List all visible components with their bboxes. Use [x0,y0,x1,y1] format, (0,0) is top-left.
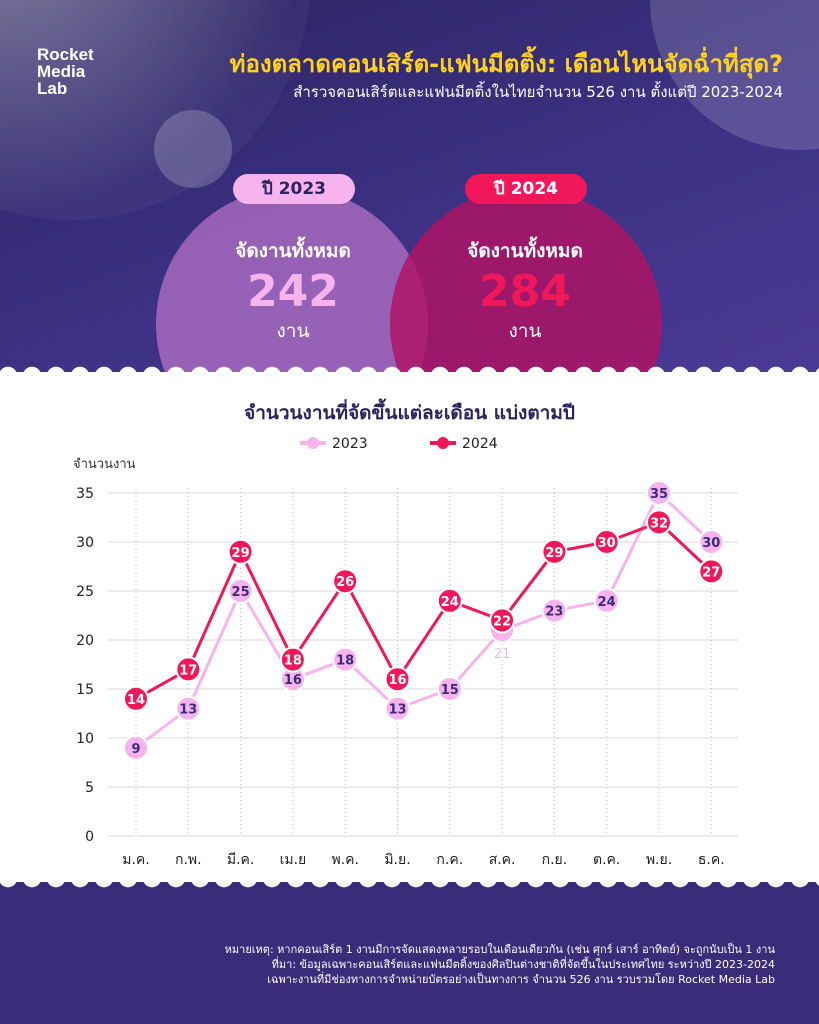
y-tick-label: 25 [76,584,94,600]
data-label-2023: 30 [702,536,720,551]
point-2023-ก.พ. [175,695,202,722]
legend-marker-2024 [437,437,449,449]
point-2023-ก.ค. [436,676,463,702]
y-tick-label: 5 [85,780,94,796]
point-2023-ธ.ค. [698,529,725,555]
series-line-2023 [135,491,713,750]
data-label-2023: 16 [284,673,302,688]
data-label-2024: 24 [441,595,459,610]
data-label-2024: 26 [336,575,354,590]
y-tick-label: 20 [76,633,94,649]
x-tick-label: ก.พ. [175,852,202,868]
point-2023-ม.ค. [123,734,149,761]
point-2024-พ.ย. [646,509,672,536]
point-2024-ธ.ค. [698,558,725,585]
point-2023-มิ.ย. [384,695,411,722]
total-unit-2023: งาน [276,320,310,342]
data-label-2023: 25 [232,585,250,600]
y-tick-label: 15 [76,682,94,698]
x-tick-label: ม.ค. [122,852,150,868]
y-tick-label: 0 [85,829,94,845]
legend-marker-2023 [307,437,319,449]
y-tick-label: 35 [76,486,94,502]
point-2024-มี.ค. [227,538,254,565]
point-2024-ส.ค. [489,607,516,634]
legend-label-2023: 2023 [332,436,368,452]
point-2023-มี.ค. [227,578,254,604]
data-label-2024: 16 [388,673,406,688]
point-2023-พ.ย. [646,480,672,506]
decorative-circle [154,110,232,188]
x-tick-label: พ.ค. [331,852,359,868]
point-2024-ม.ค. [123,685,149,712]
point-2024-มิ.ย. [384,666,411,693]
data-label-2023: 24 [598,595,616,610]
data-label-2023: 21 [494,647,511,662]
data-label-2023: 35 [650,487,668,502]
point-2024-ก.ค. [436,587,463,614]
footnote-line: ที่มา: ข้อมูลเฉพาะคอนเสิร์ตและแฟนมีตติ้ง… [271,958,775,971]
total-label-2024: จัดงานทั้งหมด [467,240,583,262]
data-label-2023: 18 [336,654,354,669]
data-label-2024: 14 [127,693,145,708]
data-label-2023: 23 [545,605,563,620]
page-title: ท่องตลาดคอนเสิร์ต-แฟนมีตติ้ง: เดือนไหนจั… [229,50,783,78]
x-tick-label: ส.ค. [489,852,516,868]
data-label-2024: 27 [702,565,720,580]
footnote-line: เฉพาะงานที่มีช่องทางการจำหน่ายบัตรอย่างเ… [267,973,775,986]
data-label-2023: 13 [179,703,197,718]
rocket-media-lab-logo: Rocket Media Lab [37,46,94,97]
data-label-2024: 22 [493,614,511,629]
data-label-2023: 9 [131,742,140,757]
logo-line: Rocket [37,45,94,64]
data-label-2024: 29 [232,546,250,561]
point-2024-ก.ย. [541,538,568,565]
data-label-2023: 15 [441,683,459,698]
year-badge-2023: ปี 2023 [233,174,355,204]
point-2024-ต.ค. [593,529,620,555]
data-label-2024: 17 [179,663,197,678]
page-subtitle: สำรวจคอนเสิร์ตและแฟนมีตติ้งในไทยจำนวน 52… [293,83,783,101]
x-tick-label: เม.ย [280,852,307,868]
year-badge-2024: ปี 2024 [465,174,587,204]
total-value-2024: 284 [479,266,571,317]
x-tick-label: มี.ค. [227,852,255,868]
legend-label-2024: 2024 [462,436,498,452]
x-tick-label: ต.ค. [593,852,620,868]
scallop-edge-bottom [0,878,819,898]
hero-banner [0,0,819,372]
series-line-2024 [135,520,713,701]
y-axis-label: จำนวนงาน [73,457,136,472]
total-value-2023: 242 [247,266,339,317]
logo-line: Lab [37,79,68,98]
total-unit-2024: งาน [508,320,542,342]
scallop-edge-top [0,356,819,376]
x-tick-label: ธ.ค. [698,852,725,868]
x-tick-label: มิ.ย. [384,852,410,868]
data-label-2024: 30 [598,536,616,551]
total-label-2023: จัดงานทั้งหมด [235,240,351,262]
point-2024-เม.ย [279,646,306,673]
point-2023-ก.ย. [541,597,568,624]
data-label-2024: 18 [284,654,302,669]
data-label-2024: 32 [650,516,668,531]
y-tick-label: 30 [76,535,94,551]
point-2023-ต.ค. [593,587,620,614]
line-chart: จำนวนงาน 0 5 10 15 20 25 30 35 ม.ค. ก.พ. มี.ค. เม.ย พ… [73,436,738,868]
x-tick-label: พ.ย. [646,852,672,868]
data-label-2023: 13 [388,703,406,718]
footnote-line: หมายเหตุ: หากคอนเสิร์ต 1 งานมีการจัดแสดง… [224,943,775,956]
chart-title: จำนวนงานที่จัดขึ้นแต่ละเดือน แบ่งตามปี [244,402,575,424]
footnotes: หมายเหตุ: หากคอนเสิร์ต 1 งานมีการจัดแสดง… [225,942,775,987]
x-tick-label: ก.ค. [436,852,463,868]
data-label-2024: 29 [545,546,563,561]
logo-line: Media [37,62,86,81]
point-2024-พ.ค. [332,568,359,595]
point-2023-พ.ค. [332,646,359,673]
point-2024-ก.พ. [175,656,202,683]
y-tick-label: 10 [76,731,94,747]
x-tick-label: ก.ย. [542,852,568,868]
